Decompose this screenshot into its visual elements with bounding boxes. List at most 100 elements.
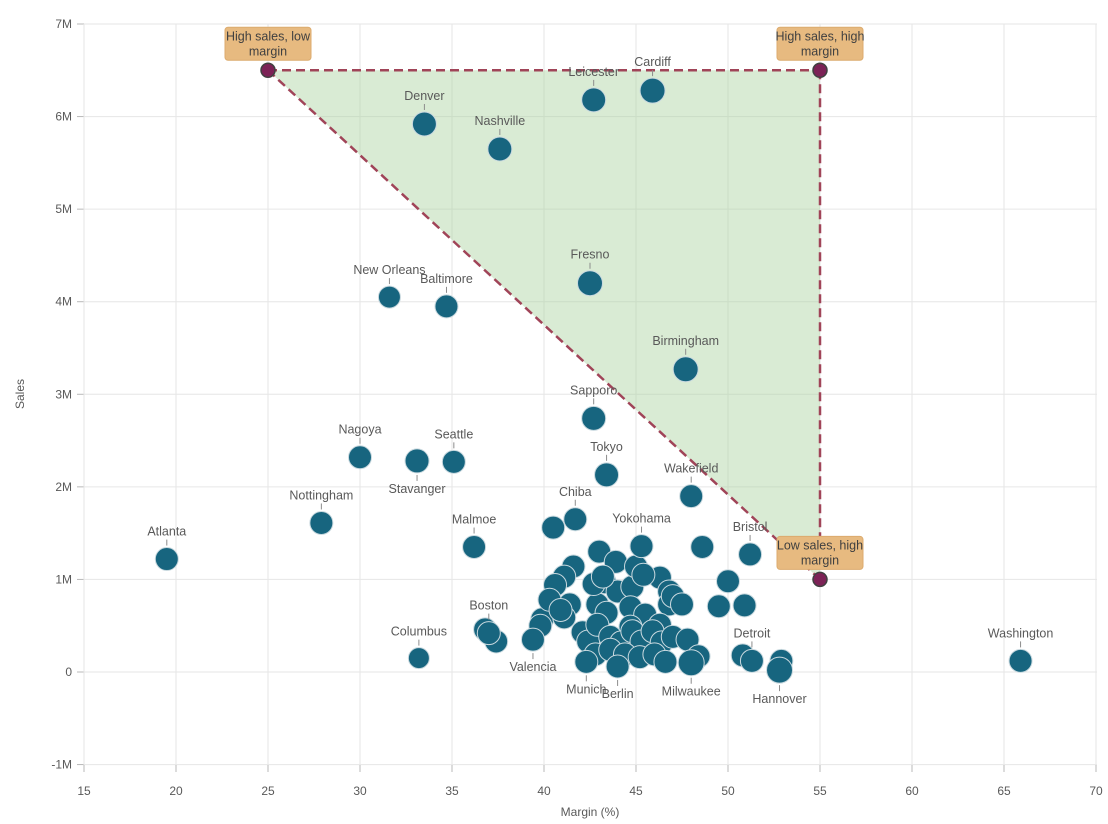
x-axis-tick-label: 25: [261, 784, 275, 798]
data-point-yokohama[interactable]: [629, 534, 654, 559]
x-axis-tick-label: 55: [813, 784, 827, 798]
data-point-leicester[interactable]: [581, 87, 607, 113]
data-point-hannover[interactable]: [766, 656, 794, 684]
data-point[interactable]: [670, 592, 694, 617]
y-axis-tick-label: 1M: [55, 572, 72, 586]
data-point-chiba[interactable]: [563, 507, 588, 532]
data-point-denver[interactable]: [411, 111, 437, 137]
data-point-columbus[interactable]: [407, 647, 430, 670]
data-point-label: Fresno: [571, 248, 610, 262]
data-point[interactable]: [590, 564, 615, 589]
data-point-label: Leicester: [568, 65, 619, 79]
x-axis-tick-label: 70: [1089, 784, 1103, 798]
data-point-label: Valencia: [509, 660, 556, 674]
x-axis-tick-label: 65: [997, 784, 1011, 798]
data-point-nashville[interactable]: [487, 136, 513, 162]
x-axis-title: Margin (%): [560, 805, 620, 819]
data-point-valencia[interactable]: [520, 627, 545, 652]
data-point[interactable]: [716, 569, 740, 594]
data-point-baltimore[interactable]: [434, 294, 459, 319]
data-point-boston[interactable]: [476, 621, 501, 646]
data-point-label: Denver: [404, 89, 444, 103]
data-point-new-orleans[interactable]: [377, 285, 401, 309]
y-axis-tick-label: 4M: [55, 295, 72, 309]
y-axis-tick-label: 6M: [55, 110, 72, 124]
y-axis-tick-label: 3M: [55, 387, 72, 401]
x-axis-tick-label: 35: [445, 784, 459, 798]
data-point-stavanger[interactable]: [404, 448, 430, 474]
data-point-label: Nashville: [474, 114, 525, 128]
data-point-milwaukee[interactable]: [677, 649, 705, 677]
data-point-label: Detroit: [734, 626, 771, 640]
data-point-label: Baltimore: [420, 272, 473, 286]
data-point-birmingham[interactable]: [672, 356, 699, 383]
y-axis-tick-label: 7M: [55, 17, 72, 31]
y-axis-tick-label: 5M: [55, 202, 72, 216]
data-point-detroit[interactable]: [739, 648, 764, 673]
data-point-seattle[interactable]: [441, 449, 466, 474]
x-axis-tick-label: 50: [721, 784, 735, 798]
data-point-label: Malmoe: [452, 513, 497, 527]
data-point-label: New Orleans: [353, 263, 425, 277]
data-point-berlin[interactable]: [605, 654, 630, 679]
region-label-text: High sales, low margin: [226, 29, 311, 58]
data-point-label: Wakefield: [664, 462, 718, 476]
data-point[interactable]: [548, 597, 573, 622]
data-point-label: Stavanger: [389, 482, 446, 496]
region-label-text: High sales, high margin: [776, 29, 865, 58]
data-point-label: Hannover: [752, 692, 806, 706]
data-point-label: Cardiff: [634, 55, 671, 69]
data-point[interactable]: [732, 593, 757, 618]
data-point-bristol[interactable]: [738, 542, 763, 567]
region-label-box: [224, 26, 312, 61]
data-point-malmoe[interactable]: [462, 535, 487, 560]
data-point-label: Tokyo: [590, 440, 623, 454]
data-point-nagoya[interactable]: [348, 445, 372, 470]
x-axis-tick-label: 30: [353, 784, 367, 798]
data-point-label: Bristol: [733, 520, 768, 534]
x-axis-tick-label: 40: [537, 784, 551, 798]
data-point-fresno[interactable]: [577, 270, 603, 297]
y-axis-tick-label: 2M: [55, 480, 72, 494]
data-point-cardiff[interactable]: [639, 77, 666, 104]
y-axis-title: Sales: [13, 378, 27, 410]
data-point-label: Sapporo: [570, 383, 617, 397]
data-point-label: Munich: [566, 682, 606, 696]
data-point-munich[interactable]: [574, 649, 599, 674]
data-point-label: Berlin: [602, 687, 634, 701]
data-point-label: Milwaukee: [662, 685, 721, 699]
y-axis-tick-label: 0: [65, 665, 72, 679]
data-point-label: Atlanta: [147, 525, 186, 539]
data-point-label: Nottingham: [289, 488, 353, 502]
region-label-box: [776, 535, 864, 570]
data-point-label: Washington: [988, 626, 1054, 640]
x-axis-tick-label: 15: [77, 784, 91, 798]
x-axis-tick-label: 60: [905, 784, 919, 798]
data-point[interactable]: [706, 594, 731, 619]
data-point-wakefield[interactable]: [679, 484, 704, 509]
data-point-tokyo[interactable]: [594, 462, 620, 488]
reference-region-handle[interactable]: [260, 62, 276, 79]
data-point-label: Birmingham: [652, 334, 719, 348]
data-point-atlanta[interactable]: [154, 547, 179, 572]
data-point[interactable]: [541, 515, 566, 540]
data-point-nottingham[interactable]: [309, 510, 334, 535]
region-label-text: Low sales, high margin: [777, 538, 863, 567]
x-axis-tick-label: 20: [169, 784, 183, 798]
data-point-label: Yokohama: [612, 512, 671, 526]
data-point-washington[interactable]: [1008, 648, 1033, 673]
data-point-sapporo[interactable]: [581, 405, 607, 431]
region-label-box: [776, 26, 864, 61]
data-point[interactable]: [631, 562, 656, 587]
data-point-label: Chiba: [559, 485, 592, 499]
data-point[interactable]: [653, 649, 678, 674]
data-point[interactable]: [690, 535, 715, 560]
data-point-label: Seattle: [434, 427, 473, 441]
reference-region-handle[interactable]: [812, 571, 828, 588]
data-point-label: Nagoya: [338, 423, 381, 437]
data-point-label: Boston: [469, 599, 508, 613]
reference-region-handle[interactable]: [812, 62, 828, 79]
x-axis-tick-label: 45: [629, 784, 643, 798]
